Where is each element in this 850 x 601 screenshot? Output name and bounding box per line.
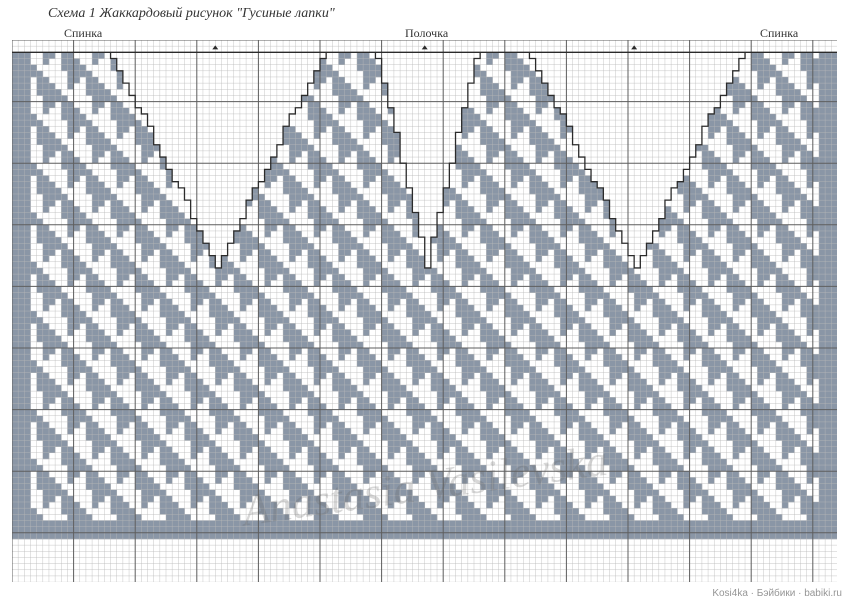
- chart-title: Схема 1 Жаккардовый рисунок "Гусиные лап…: [48, 6, 335, 22]
- page-root: Схема 1 Жаккардовый рисунок "Гусиные лап…: [0, 0, 850, 601]
- knitting-grid-svg: [12, 40, 837, 582]
- section-label-back-left: Спинка: [64, 26, 102, 41]
- chart-area: [12, 40, 838, 586]
- source-footer: Kosi4ka · Бэйбики · babiki.ru: [712, 588, 842, 599]
- section-label-back-right: Спинка: [760, 26, 798, 41]
- section-label-front: Полочка: [405, 26, 448, 41]
